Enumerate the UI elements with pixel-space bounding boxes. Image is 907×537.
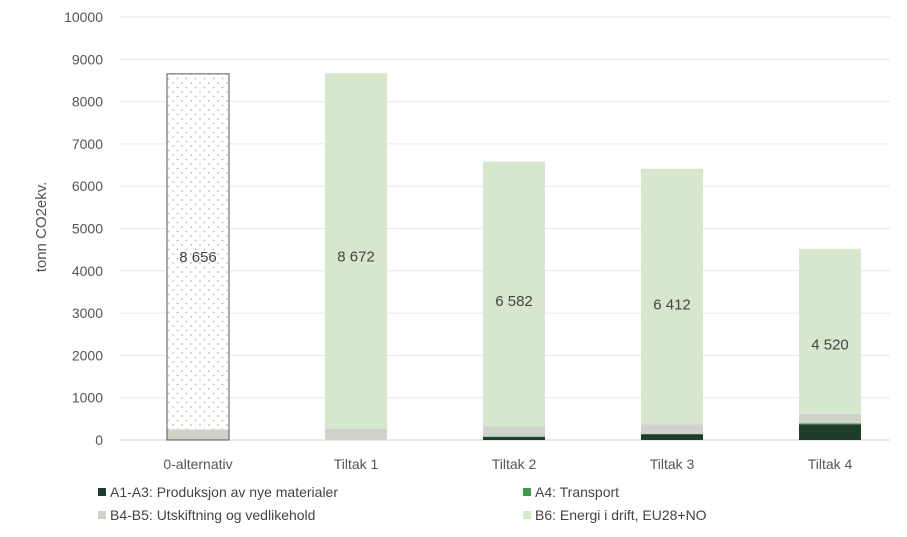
y-tick-label: 2000 [72,347,103,363]
x-category-label: Tiltak 1 [334,456,379,472]
legend-label: A4: Transport [535,484,619,500]
y-tick-label: 10000 [64,9,103,25]
bar-segment [799,413,861,424]
bar-segment [799,424,861,440]
bar-total-label: 8 672 [337,249,375,266]
legend-swatch [523,511,531,519]
bar-segment [167,73,229,430]
y-tick-label: 6000 [72,178,103,194]
y-tick-label: 5000 [72,221,103,237]
y-tick-label: 9000 [72,51,103,67]
legend-swatch [98,488,106,496]
bar-total-label: 4 520 [811,336,849,353]
x-category-label: 0-alternativ [163,456,232,472]
legend-swatch [523,488,531,496]
bar-segment [641,168,703,425]
bar-segment [325,73,387,430]
bar-segment [799,248,861,414]
bar-segment [641,434,703,440]
bar-segment [167,429,229,440]
legend-label: A1-A3: Produksjon av nye materialer [110,484,338,500]
bar-outline [166,73,230,441]
y-axis-title: tonn CO2ekv. [33,182,50,273]
bar-segment [483,161,545,427]
bar-segment [641,433,703,435]
bar-segment [325,429,387,440]
legend-label: B6: Energi i drift, EU28+NO [535,507,707,523]
x-axis-labels: 0-alternativ Tiltak 1 Tiltak 2 Tiltak 3 Tilt… [163,456,852,472]
y-tick-label: 4000 [72,263,103,279]
bar-total-label: 8 656 [179,249,217,266]
x-category-label: Tiltak 3 [650,456,695,472]
y-axis-ticks: 0 1000 2000 3000 4000 5000 6000 7000 8000 9000 100… [64,9,103,448]
bar-segment [483,426,545,437]
x-category-label: Tiltak 4 [808,456,853,472]
y-tick-label: 3000 [72,305,103,321]
bar-segment [483,437,545,440]
data-labels: 8 656 8 672 6 582 6 412 4 520 [179,249,849,354]
y-tick-label: 0 [95,432,103,448]
legend-swatch [98,511,106,519]
legend: A1-A3: Produksjon av nye materialer A4: T… [98,484,707,523]
bar-segment [641,424,703,434]
bar-total-label: 6 412 [653,296,691,313]
y-tick-label: 7000 [72,136,103,152]
y-tick-label: 8000 [72,94,103,110]
bar-segment [799,423,861,425]
x-category-label: Tiltak 2 [492,456,537,472]
y-tick-label: 1000 [72,390,103,406]
bars [166,73,861,441]
bar-total-label: 6 582 [495,293,533,310]
legend-label: B4-B5: Utskiftning og vedlikehold [110,507,315,523]
